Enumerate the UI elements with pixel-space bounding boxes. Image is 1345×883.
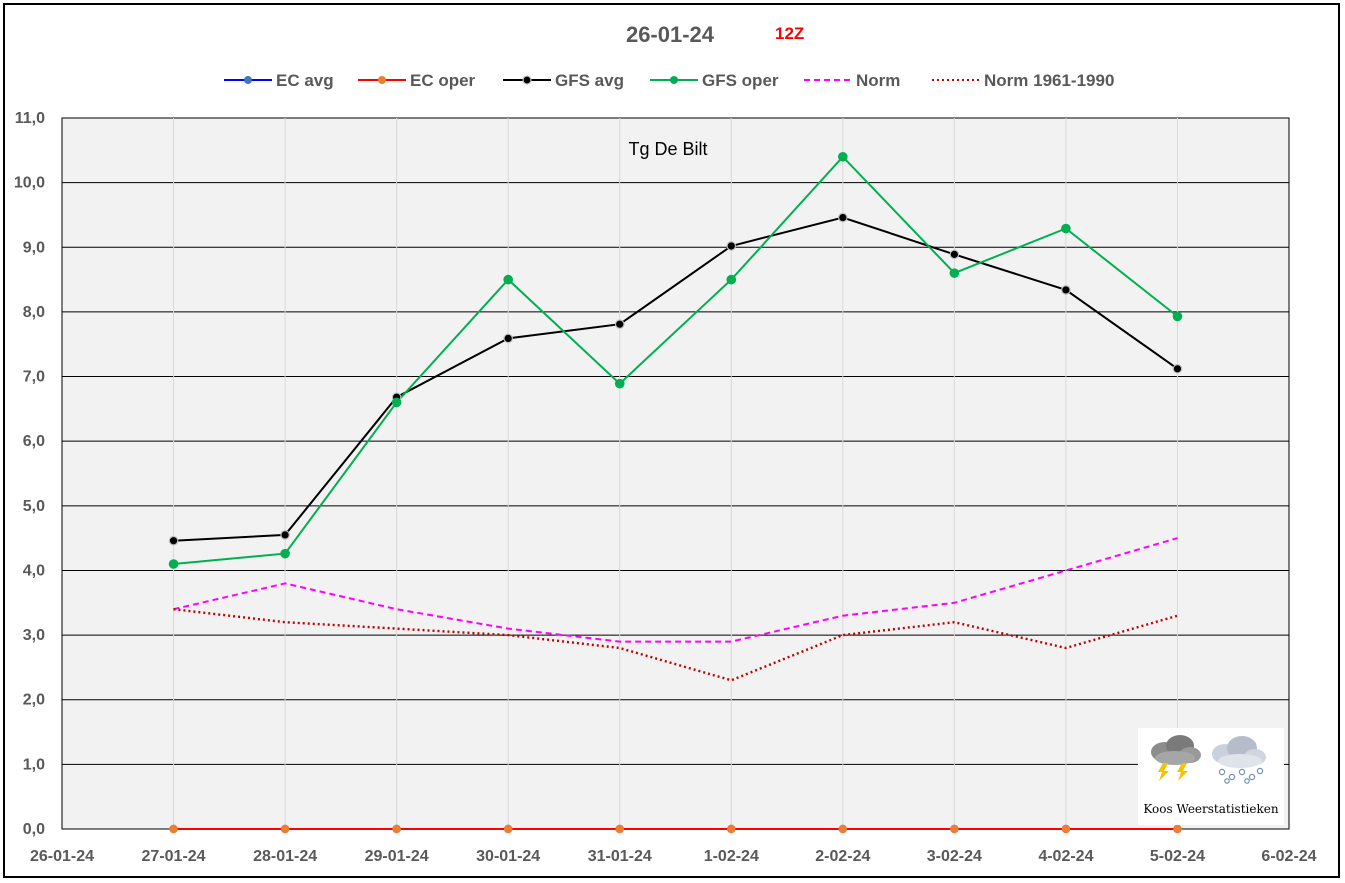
data-point-gfs-oper: [949, 268, 960, 278]
data-point-gfs-avg: [614, 319, 625, 329]
data-point-ec-oper: [727, 824, 736, 834]
data-point-gfs-avg: [1172, 363, 1183, 374]
x-tick-label: 4-02-24: [1038, 848, 1093, 865]
data-point-gfs-avg: [726, 241, 737, 251]
series-line-norm: [173, 537, 1178, 643]
data-point-gfs-avg: [280, 530, 290, 540]
x-tick-label: 6-02-24: [1261, 848, 1316, 865]
x-tick-label: 31-01-24: [588, 848, 652, 865]
series-line-gfs-oper: [173, 155, 1179, 565]
data-point-gfs-avg: [503, 333, 513, 344]
y-tick-label: 6,0: [23, 433, 45, 450]
thunderstorm-cloud-icon: [1151, 735, 1201, 781]
chart-title: 26-01-24: [626, 22, 715, 47]
data-point-ec-oper: [392, 824, 401, 834]
legend-label: GFS avg: [555, 71, 624, 90]
y-tick-label: 7,0: [23, 369, 45, 386]
y-tick-label: 10,0: [14, 175, 45, 192]
x-tick-label: 1-02-24: [704, 848, 759, 865]
data-point-gfs-oper: [168, 559, 179, 569]
x-tick-label: 3-02-24: [927, 848, 982, 865]
chart-header: 26-01-24 12Z: [626, 22, 804, 47]
data-point-gfs-avg: [838, 212, 848, 223]
logo: Koos Weerstatistieken: [1138, 728, 1284, 825]
data-point-gfs-avg: [168, 535, 179, 546]
data-point-ec-oper: [1173, 824, 1182, 834]
y-tick-label: 8,0: [23, 304, 45, 321]
x-axis: 26-01-24 27-01-24 28-01-24 29-01-24 30-01-24…: [30, 848, 1317, 865]
x-tick-label: 27-01-24: [142, 848, 206, 865]
y-tick-label: 5,0: [23, 498, 45, 515]
y-tick-label: 9,0: [23, 239, 45, 256]
data-point-ec-oper: [1061, 824, 1071, 834]
x-tick-label: 28-01-24: [253, 848, 317, 865]
y-axis: 0,0 1,0 2,0 3,0 4,0 5,0 6,0 7,0 8,0 9,0 10,0 11,0: [14, 110, 45, 838]
legend-label: EC avg: [276, 71, 334, 90]
x-tick-label: 2-02-24: [815, 848, 870, 865]
series-lines: [173, 155, 1179, 830]
legend: EC avg EC oper GFS avg GFS oper Norm Norm 196…: [224, 71, 1114, 90]
data-point-gfs-avg: [1061, 285, 1071, 295]
data-point-gfs-oper: [726, 274, 737, 285]
run-label: 12Z: [775, 24, 804, 43]
y-tick-label: 2,0: [23, 692, 45, 709]
data-point-gfs-oper: [503, 274, 513, 285]
logo-text: Koos Weerstatistieken: [1143, 802, 1278, 816]
series-line-gfs-avg: [173, 216, 1179, 542]
x-tick-label: 29-01-24: [365, 848, 429, 865]
series-line-norm-1961-1990: [173, 608, 1178, 682]
legend-marker: [670, 76, 678, 84]
legend-label: Norm 1961-1990: [984, 71, 1114, 90]
data-point-gfs-oper: [280, 548, 290, 559]
x-tick-label: 30-01-24: [476, 848, 540, 865]
snow-cloud-icon: [1212, 736, 1266, 784]
y-tick-label: 0,0: [23, 821, 45, 838]
data-point-gfs-oper: [391, 397, 402, 408]
x-tick-label: 26-01-24: [30, 848, 94, 865]
data-point-ec-oper: [169, 824, 178, 834]
gridlines: [62, 118, 1289, 829]
y-tick-label: 1,0: [23, 756, 45, 773]
series-points: [168, 151, 1183, 834]
y-tick-label: 4,0: [23, 562, 45, 579]
station-label: Tg De Bilt: [628, 139, 707, 159]
data-point-gfs-oper: [614, 378, 625, 389]
y-tick-label: 3,0: [23, 627, 45, 644]
data-point-gfs-avg: [949, 249, 960, 260]
data-point-ec-oper: [950, 824, 959, 834]
legend-label: EC oper: [410, 71, 476, 90]
plot-area: [61, 117, 1290, 830]
data-point-ec-oper: [280, 824, 290, 834]
legend-label: Norm: [856, 71, 900, 90]
data-point-gfs-oper: [838, 151, 848, 162]
legend-marker: [522, 75, 532, 85]
data-point-ec-oper: [503, 824, 513, 834]
data-point-ec-oper: [838, 824, 848, 834]
legend-marker: [244, 76, 252, 84]
data-point-ec-oper: [615, 824, 624, 834]
data-point-gfs-oper: [1172, 311, 1183, 322]
y-tick-label: 11,0: [15, 110, 45, 127]
data-point-gfs-oper: [1061, 223, 1071, 234]
x-tick-label: 5-02-24: [1150, 848, 1205, 865]
legend-marker: [378, 76, 386, 84]
legend-label: GFS oper: [702, 71, 779, 90]
